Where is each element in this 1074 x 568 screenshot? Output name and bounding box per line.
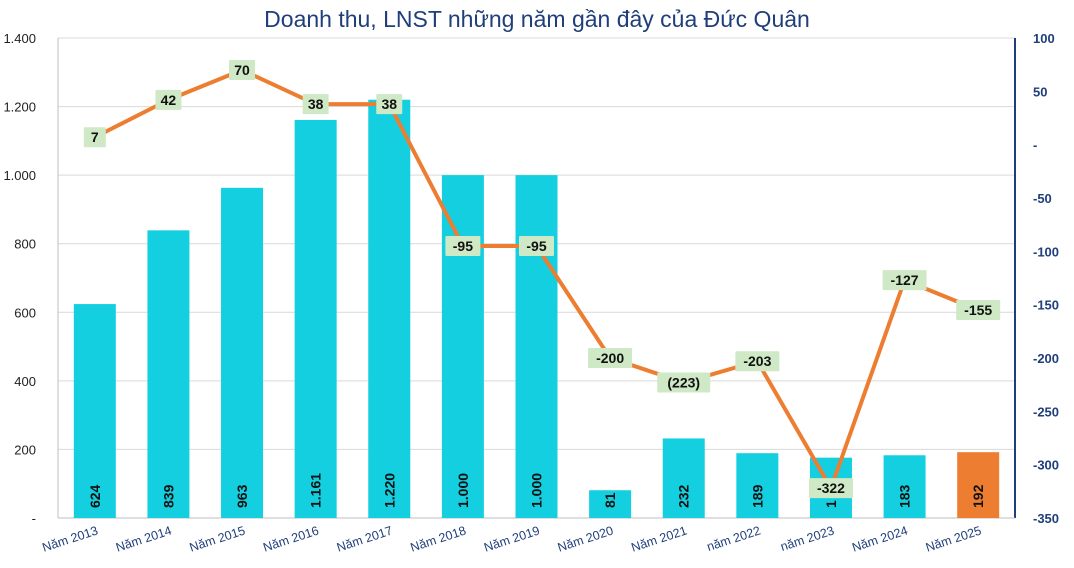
line-label-box <box>83 127 106 148</box>
bar-value-label: 1.161 <box>308 473 324 508</box>
x-category-label: Năm 2021 <box>629 524 688 555</box>
bar-value-label: 839 <box>160 484 176 508</box>
line-label-box <box>588 348 633 368</box>
line-label-box <box>808 478 853 499</box>
y-right-tick-label: -250 <box>1033 404 1059 419</box>
x-category-label: Năm 2014 <box>114 524 173 555</box>
chart-title: Doanh thu, LNST những năm gần đây của Đứ… <box>264 6 810 32</box>
y-left-tick-label: 200 <box>14 442 36 457</box>
line-label-box <box>882 270 927 291</box>
line-value-label: 70 <box>234 62 250 78</box>
bar-value-label: 1 <box>823 500 839 508</box>
x-category-label: Năm 2019 <box>482 524 541 555</box>
y-left-tick-label: - <box>32 511 36 526</box>
bar <box>73 304 116 518</box>
y-right-tick-label: -150 <box>1033 298 1059 313</box>
y-right-tick-label: -300 <box>1033 458 1059 473</box>
x-category-label: Năm 2013 <box>41 524 100 555</box>
x-category-label: Năm 2020 <box>556 524 615 555</box>
line-label-box <box>519 236 554 256</box>
line-label-box <box>735 351 780 372</box>
x-category-label: năm 2022 <box>705 524 762 555</box>
y-left-tick-label: 600 <box>14 305 36 320</box>
bar-value-label: 183 <box>897 484 913 508</box>
bar <box>589 490 632 518</box>
bar-layer <box>73 99 1000 519</box>
line-label-box <box>229 60 256 80</box>
bar <box>368 99 411 518</box>
bar-value-label: 1.000 <box>455 473 471 508</box>
line-label-box <box>155 89 182 110</box>
y-left-tick-label: 800 <box>14 237 36 252</box>
y-right-tick-label: - <box>1033 138 1037 153</box>
line-value-label: 38 <box>308 96 324 112</box>
line-label-box <box>302 94 329 115</box>
line-value-label: 38 <box>381 96 397 112</box>
y-right-tick-label: -200 <box>1033 351 1059 366</box>
bar-value-label: 232 <box>676 484 692 508</box>
line-value-label: -127 <box>891 272 919 288</box>
line-value-label: -95 <box>453 238 473 254</box>
bar <box>515 175 558 518</box>
x-category-label: Năm 2024 <box>850 524 909 555</box>
y-left-tick-label: 400 <box>14 374 36 389</box>
x-category-label: Năm 2016 <box>261 524 320 555</box>
line-value-label: -95 <box>526 238 546 254</box>
y-right-tick-label: 50 <box>1033 84 1047 99</box>
y-left-tick-label: 1.200 <box>3 100 36 115</box>
bar <box>221 187 264 519</box>
x-category-label: Năm 2025 <box>924 524 983 555</box>
line-label-box <box>376 94 403 115</box>
bar-value-label: 81 <box>602 492 618 508</box>
y-right-tick-label: 100 <box>1033 31 1055 46</box>
bar-value-label: 624 <box>87 484 103 508</box>
bar <box>883 455 926 518</box>
line-value-label: -203 <box>743 353 771 369</box>
bar <box>441 175 484 518</box>
x-category-label: Năm 2017 <box>335 524 394 555</box>
bar-value-label: 963 <box>234 484 250 508</box>
bar <box>147 230 190 519</box>
line-label-box <box>956 300 1001 320</box>
label-layer: 624 839 963 1.161 1.220 1.000 1.000 81 232 189 1 18… <box>83 60 1001 508</box>
bar-value-label: 1.220 <box>381 473 397 508</box>
bar-value-label: 189 <box>749 484 765 508</box>
line-value-label: -155 <box>964 302 992 318</box>
line-label-box <box>657 372 711 393</box>
line-value-label: 42 <box>161 92 177 108</box>
x-category-label: Năm 2018 <box>409 524 468 555</box>
line-label-box <box>445 236 481 256</box>
line-value-label: -200 <box>596 350 624 366</box>
y-left-tick-label: 1.000 <box>3 168 36 183</box>
y-left-tick-label: 1.400 <box>3 31 36 46</box>
y-right-tick-label: -50 <box>1033 191 1052 206</box>
bar <box>736 453 779 518</box>
line-value-label: -322 <box>817 480 845 496</box>
y-right-tick-label: -100 <box>1033 244 1059 259</box>
x-category-label: năm 2023 <box>779 524 836 555</box>
line-value-label: (223) <box>667 375 700 391</box>
bar <box>294 119 337 518</box>
y-right-tick-label: -350 <box>1033 511 1059 526</box>
bar <box>662 438 705 518</box>
bar-value-label: 1.000 <box>529 473 545 508</box>
line-value-label: 7 <box>91 129 99 145</box>
bar <box>957 452 1000 518</box>
bar-value-label: 192 <box>970 484 986 508</box>
x-category-label: Năm 2015 <box>188 524 247 555</box>
